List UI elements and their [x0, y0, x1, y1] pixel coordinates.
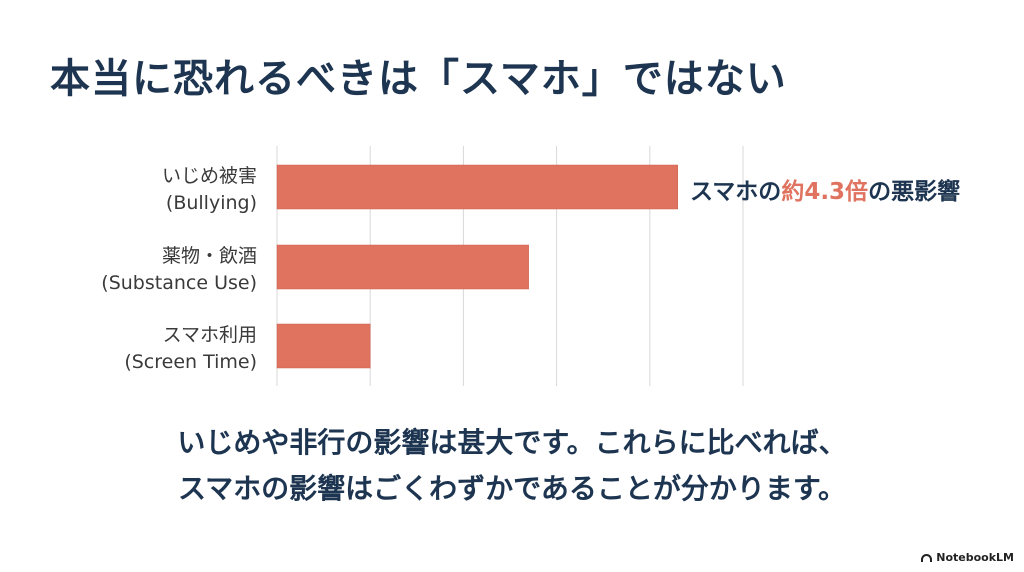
chart-category-labels: いじめ被害 (Bullying) 薬物・飲酒 (Substance Use) スマホ利用… [101, 165, 257, 373]
chart-callout: スマホの約4.3倍の悪影響 [690, 172, 960, 206]
caption-line-1: いじめや非行の影響は甚大です。これらに比べれば、 [177, 426, 847, 459]
bar-0 [276, 164, 679, 210]
bar-1 [276, 244, 529, 290]
category-label-line1: 薬物・飲酒 [162, 245, 257, 267]
callout-highlight: 約4.3倍 [781, 179, 869, 205]
slide-title: 本当に恐れるべきは「スマホ」ではない [50, 56, 787, 102]
category-label-line2: (Substance Use) [101, 272, 257, 294]
slide-caption: いじめや非行の影響は甚大です。これらに比べれば、 スマホの影響はごくわずかである… [0, 420, 1024, 512]
category-label-line1: スマホ利用 [163, 324, 257, 346]
category-label-line2: (Screen Time) [124, 351, 257, 373]
category-label-line1: いじめ被害 [162, 165, 257, 187]
notebooklm-logo-icon [921, 553, 933, 562]
brand-text: NotebookLM [936, 551, 1014, 564]
category-label-line2: (Bullying) [166, 192, 257, 214]
chart-bars [276, 164, 679, 369]
bar-2 [276, 323, 371, 369]
caption-line-2: スマホの影響はごくわずかであることが分かります。 [177, 472, 847, 505]
callout-suffix: の悪影響 [868, 179, 961, 205]
callout-prefix: スマホの [690, 179, 782, 205]
brand-watermark: NotebookLM [921, 551, 1014, 564]
